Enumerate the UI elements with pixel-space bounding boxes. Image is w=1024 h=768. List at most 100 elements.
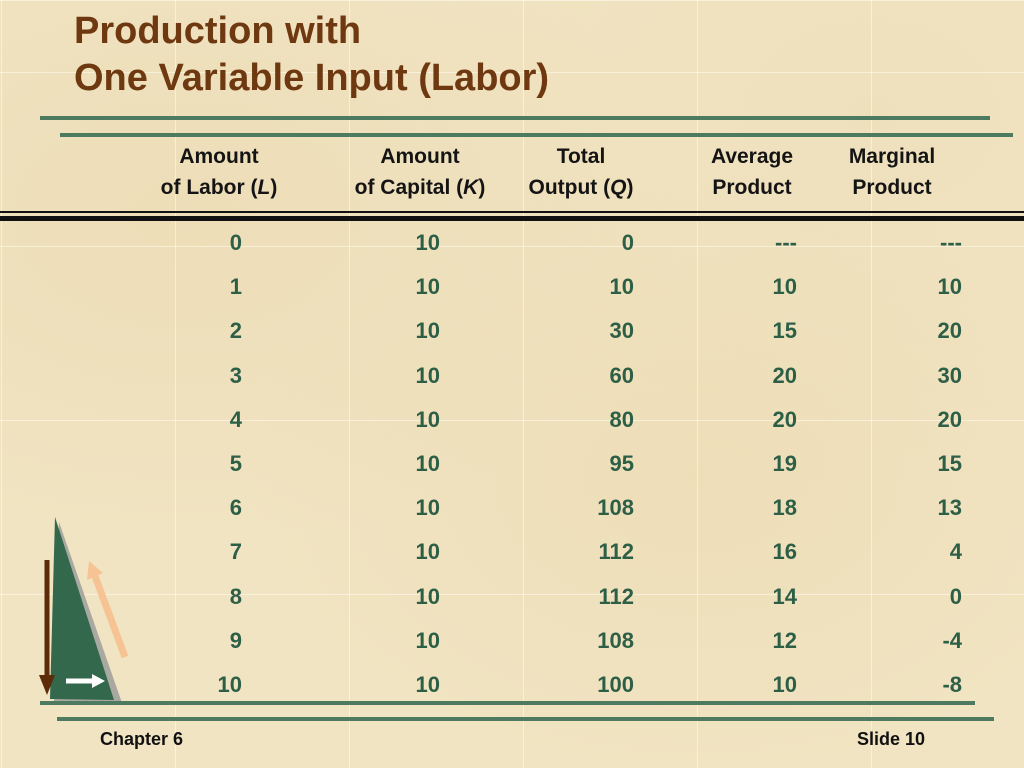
- table-cell: 100: [597, 671, 634, 697]
- column-header-line: Marginal: [848, 145, 936, 168]
- column-header-line: Output (Q): [528, 176, 634, 199]
- table-cell: 15: [937, 451, 962, 477]
- table-cell: 18: [772, 495, 797, 521]
- column-header-line: Product: [712, 176, 792, 199]
- table-cell: ---: [940, 230, 962, 256]
- production-triangle-graphic: [39, 517, 129, 703]
- table-cell: 95: [609, 451, 634, 477]
- table-body: 0 10 0 --- --- 1 10 10 10 10 2 10 30 15 20 3 10 60 20 30 4 10…: [0, 221, 1024, 707]
- table-cell: 108: [597, 495, 634, 521]
- table-row: 1 10 10 10 10: [0, 265, 1024, 309]
- column-header-capital: Amount of Capital (K): [300, 141, 540, 203]
- title-underline-bottom: [60, 133, 1013, 137]
- triangle-shape: [50, 517, 114, 700]
- table-cell: 112: [598, 583, 635, 609]
- table-cell: 2: [229, 318, 242, 344]
- table-cell: 10: [217, 671, 242, 697]
- table-cell: 13: [937, 495, 962, 521]
- footer-rule-bottom: [57, 717, 994, 721]
- table-row: 0 10 0 --- ---: [0, 221, 1024, 265]
- table-cell: 0: [229, 230, 242, 256]
- table-cell: -8: [942, 671, 962, 697]
- table-row: 2 10 30 15 20: [0, 309, 1024, 353]
- table-cell: 10: [415, 230, 440, 256]
- column-header-line: Total: [556, 145, 606, 168]
- table-cell: 20: [772, 406, 797, 432]
- table-cell: 10: [415, 362, 440, 388]
- table-row: 3 10 60 20 30: [0, 354, 1024, 398]
- table-cell: 10: [415, 274, 440, 300]
- table-cell: 12: [772, 627, 797, 653]
- title-underline-top: [40, 116, 990, 120]
- table-cell: 10: [415, 583, 440, 609]
- table-cell: 14: [772, 583, 797, 609]
- column-header-line: of Capital (K): [354, 176, 486, 199]
- table-cell: 16: [772, 539, 797, 565]
- table-row: 5 10 95 19 15: [0, 442, 1024, 486]
- table-cell: 0: [621, 230, 634, 256]
- page-title-line2: One Variable Input (Labor): [74, 57, 550, 99]
- table-cell: 10: [772, 671, 797, 697]
- table-cell: 8: [229, 583, 242, 609]
- table-cell: 7: [229, 539, 242, 565]
- footer-slide-number: Slide 10: [856, 729, 925, 749]
- table-cell: 10: [415, 671, 440, 697]
- header-divider-thick: [0, 216, 1024, 221]
- page-title-line1: Production with: [74, 10, 362, 52]
- table-cell: 10: [415, 627, 440, 653]
- table-cell: 30: [937, 362, 962, 388]
- table-cell: 20: [772, 362, 797, 388]
- footer-rule-top: [40, 701, 975, 705]
- table-cell: 112: [598, 539, 635, 565]
- column-header-line: Average: [710, 145, 794, 168]
- table-cell: 10: [415, 539, 440, 565]
- table-cell: 4: [949, 539, 962, 565]
- table-cell: 108: [597, 627, 634, 653]
- footer-chapter-label: Chapter 6: [100, 729, 184, 749]
- table-cell: 10: [772, 274, 797, 300]
- table-cell: 60: [609, 362, 634, 388]
- table-cell: 4: [229, 406, 242, 432]
- table-row: 7 10 112 16 4: [0, 530, 1024, 574]
- table-cell: 3: [229, 362, 242, 388]
- table-row: 9 10 108 12 -4: [0, 619, 1024, 663]
- table-cell: -4: [942, 627, 962, 653]
- table-cell: 20: [937, 406, 962, 432]
- down-arrow-icon: [39, 560, 55, 695]
- table-cell: 5: [229, 451, 242, 477]
- table-cell: 80: [609, 406, 634, 432]
- up-arrow-icon: [87, 561, 129, 659]
- right-arrow-icon: [66, 674, 105, 688]
- column-header-line: Amount: [380, 145, 460, 168]
- table-cell: 10: [937, 274, 962, 300]
- page-title: Production with One Variable Input (Labo…: [74, 8, 549, 102]
- column-header-total-output: Total Output (Q): [461, 141, 701, 203]
- table-row: 4 10 80 20 20: [0, 398, 1024, 442]
- column-header-average-product: Average Product: [632, 141, 872, 203]
- table-cell: 15: [772, 318, 797, 344]
- column-header-marginal-product: Marginal Product: [772, 141, 1012, 203]
- table-cell: 10: [415, 451, 440, 477]
- column-header-line: of Labor (L): [160, 176, 278, 199]
- table-row: 10 10 100 10 -8: [0, 663, 1024, 707]
- table-header-row: Amount of Labor (L) Amount of Capital (K…: [0, 141, 1024, 207]
- table-cell: 10: [415, 406, 440, 432]
- table-row: 6 10 108 18 13: [0, 486, 1024, 530]
- table-cell: 0: [949, 583, 962, 609]
- table-cell: 10: [609, 274, 634, 300]
- table-cell: 10: [415, 318, 440, 344]
- header-divider-thin: [0, 211, 1024, 213]
- column-header-labor: Amount of Labor (L): [99, 141, 339, 203]
- table-cell: 10: [415, 495, 440, 521]
- table-cell: 20: [937, 318, 962, 344]
- table-cell: 6: [229, 495, 242, 521]
- table-cell: 30: [609, 318, 634, 344]
- table-row: 8 10 112 14 0: [0, 575, 1024, 619]
- table-cell: 9: [229, 627, 242, 653]
- column-header-line: Amount: [179, 145, 259, 168]
- table-cell: 19: [772, 451, 797, 477]
- table-cell: ---: [775, 230, 797, 256]
- table-cell: 1: [229, 274, 242, 300]
- column-header-line: Product: [852, 176, 932, 199]
